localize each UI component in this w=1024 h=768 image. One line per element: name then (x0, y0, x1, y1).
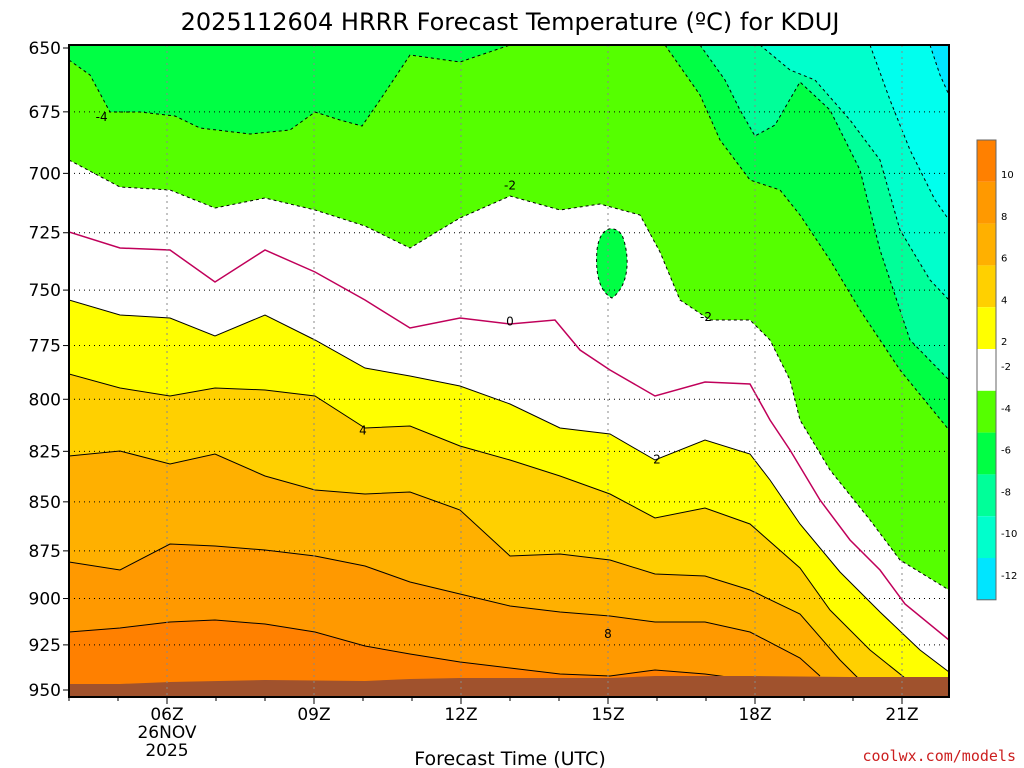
y-tick-label: 700 (29, 164, 61, 184)
contour-m4 (69, 45, 511, 135)
colorbar-segment (977, 181, 996, 224)
contour-6 (69, 543, 821, 677)
band-m12 (930, 45, 949, 95)
x-tick-label: 12Z (444, 705, 477, 725)
colorbar-tick-label: -12 (1001, 571, 1017, 582)
contour-4 (69, 450, 871, 691)
colorbar-segment (977, 390, 996, 433)
ground (69, 676, 949, 697)
colorbar-tick-label: -4 (1001, 404, 1011, 415)
colorbar-tick-label: 8 (1001, 212, 1007, 223)
band-m10 (870, 45, 949, 220)
colorbar-segment (977, 558, 996, 600)
contour-label: -2 (504, 178, 516, 192)
colorbar-segment (977, 516, 996, 558)
contour-m2 (69, 159, 949, 591)
colorbar-tick-label: 6 (1001, 254, 1007, 265)
contour-label: 0 (506, 314, 514, 328)
x-tick-label: 15Z (591, 705, 624, 725)
y-tick-label: 875 (29, 542, 61, 562)
colorbar-segment (977, 474, 996, 517)
band-m2 (69, 45, 949, 590)
cold-contours (69, 45, 949, 591)
colorbar-tick-label: -2 (1001, 362, 1011, 373)
x-date-line2: 2025 (145, 741, 188, 761)
y-tick-label: 675 (29, 103, 61, 123)
colorbar-segment (977, 265, 996, 308)
y-tick-label: 825 (29, 442, 61, 462)
y-tick-label: 775 (29, 337, 61, 357)
contour-label: -4 (96, 110, 108, 124)
colorbar-tick-label: -8 (1001, 487, 1011, 498)
x-tick-label: 06Z (150, 705, 183, 725)
grid (69, 45, 949, 697)
pocket-m4 (596, 228, 628, 299)
x-axis-label: Forecast Time (UTC) (414, 748, 605, 768)
contour-m12 (929, 45, 949, 96)
colorbar-tick-label: 10 (1001, 170, 1014, 181)
colorbar-tick-label: -6 (1001, 446, 1011, 457)
contour-8 (69, 619, 751, 681)
colorbar-segment (977, 307, 996, 349)
y-tick-label: 650 (29, 39, 61, 59)
y-tick-label: 800 (29, 390, 61, 410)
contour-label: 8 (604, 627, 612, 641)
x-date-line1: 26NOV (137, 723, 196, 743)
y-tick-label: 750 (29, 281, 61, 301)
y-tick-label: 950 (29, 681, 61, 701)
colorbar-segment (977, 349, 996, 391)
credit-link[interactable]: coolwx.com/models (862, 747, 1016, 765)
colorbar: 10 8 6 4 2 -2 -4 -6 -8 -10 -12 (976, 139, 1017, 601)
x-tick-label: 09Z (297, 705, 330, 725)
contour-0 (69, 231, 949, 641)
colorbar-segment (977, 432, 996, 475)
contour-label: -2 (700, 310, 712, 324)
y-tick-label: 850 (29, 493, 61, 513)
contour-label: 2 (653, 453, 661, 467)
x-tick-label: 21Z (885, 705, 918, 725)
plot-area (69, 45, 949, 697)
colorbar-tick-label: -10 (1001, 529, 1017, 540)
chart-title: 2025112604 HRRR Forecast Temperature (ºC… (181, 8, 840, 36)
colorbar-tick-label: 2 (1001, 337, 1007, 348)
x-tick-label: 18Z (738, 705, 771, 725)
colorbar-segment (977, 223, 996, 266)
contour-2b (69, 299, 949, 673)
y-tick-label: 900 (29, 590, 61, 610)
contour-2 (69, 373, 921, 691)
colorbar-frame (976, 139, 997, 601)
contour-m8 (759, 45, 949, 301)
colorbar-segment (977, 140, 996, 182)
x-axis: 06Z 09Z 12Z 15Z 18Z 21Z (68, 697, 919, 725)
colorbar-tick-label: 4 (1001, 295, 1007, 306)
contour-labels: -4 -2 0 -2 4 2 8 (96, 110, 712, 641)
plot-frame (68, 44, 950, 698)
y-axis: 650 675 700 725 750 775 800 825 850 875 900 925 950 (29, 39, 69, 701)
y-tick-label: 925 (29, 636, 61, 656)
contour-m4b (664, 45, 949, 431)
y-tick-label: 725 (29, 224, 61, 244)
contour-m10 (869, 45, 949, 221)
warm-contours (69, 299, 949, 691)
contour-label: 4 (359, 424, 367, 438)
